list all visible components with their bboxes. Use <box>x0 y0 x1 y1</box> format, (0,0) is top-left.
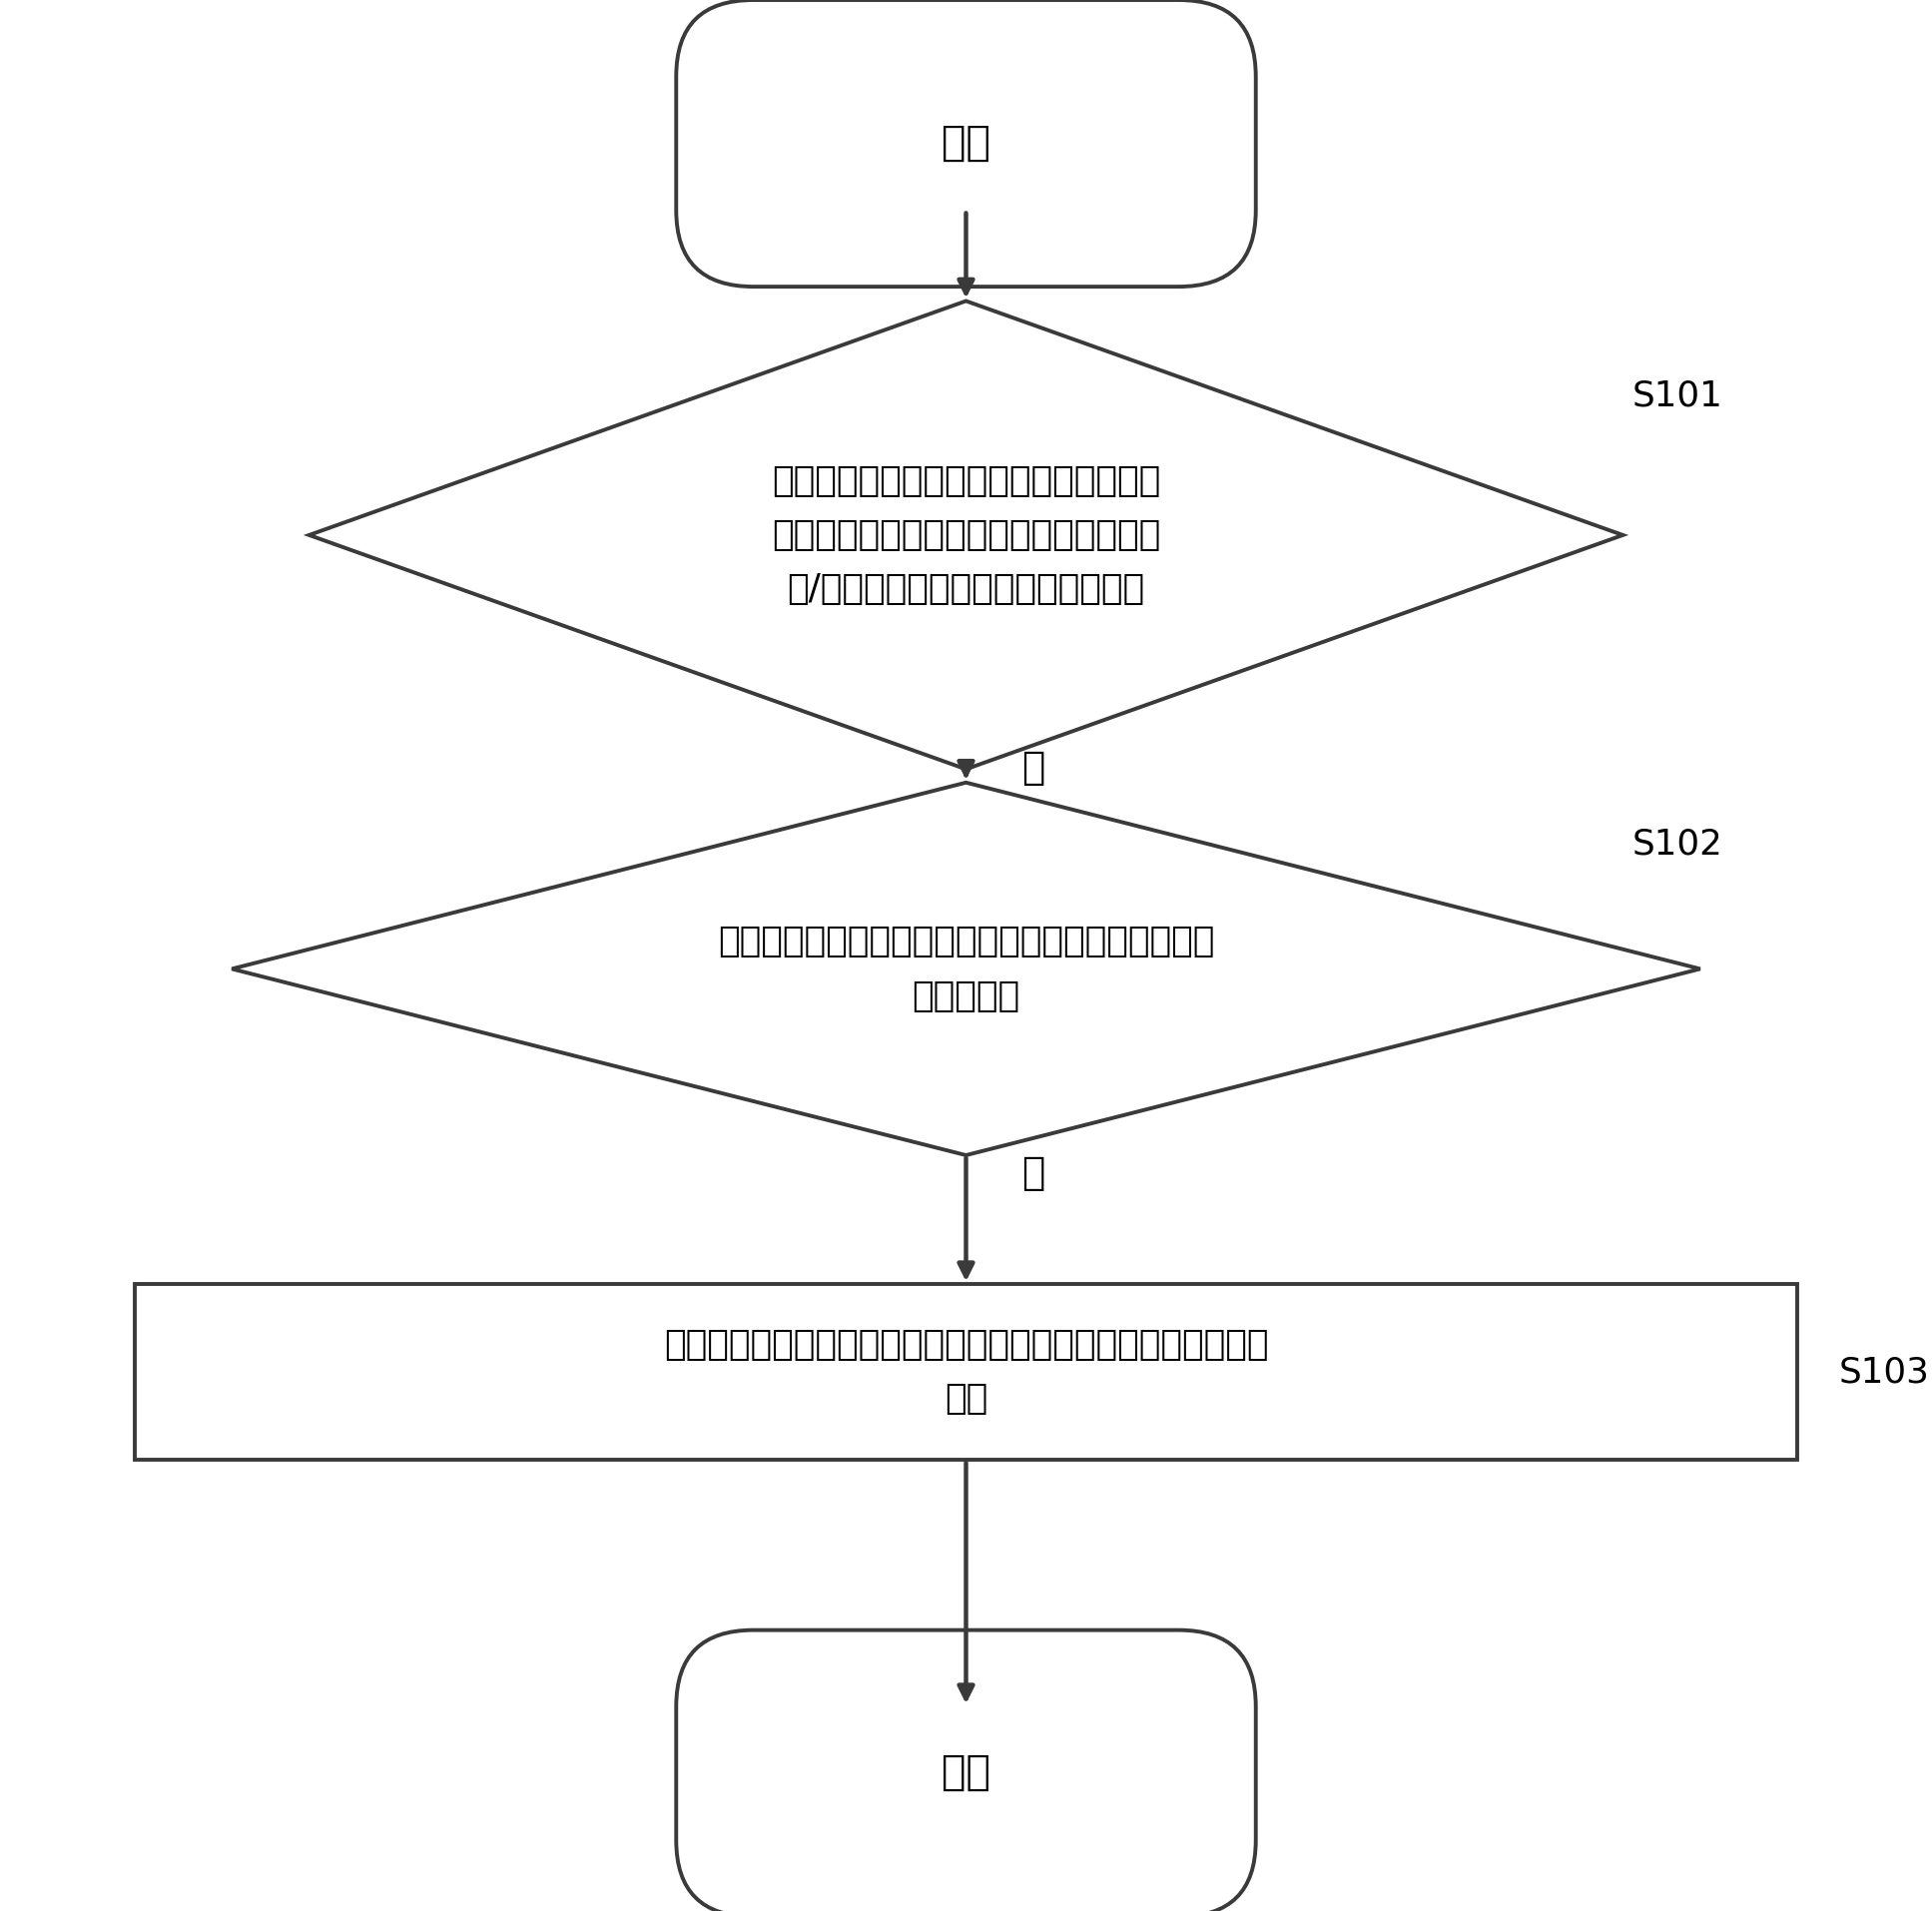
Text: S103: S103 <box>1839 1355 1930 1389</box>
Text: 向所述新能源车辆对应的用户或者所述订阅用户发送空闲充电桩
信息: 向所述新能源车辆对应的用户或者所述订阅用户发送空闲充电桩 信息 <box>665 1328 1267 1416</box>
Text: 判断所述目标停车场或者目标充电站中当前是否存在
空闲充电桩: 判断所述目标停车场或者目标充电站中当前是否存在 空闲充电桩 <box>717 925 1215 1013</box>
Text: S101: S101 <box>1633 378 1723 413</box>
Polygon shape <box>232 782 1700 1154</box>
Text: 结束: 结束 <box>941 1754 991 1793</box>
Text: 开始: 开始 <box>941 124 991 162</box>
Polygon shape <box>309 300 1623 770</box>
Text: 是: 是 <box>1022 1154 1045 1192</box>
Text: 当监测到车辆驶入目标停车场或者目标充
电站时，判断所述车辆是否为新能源车辆
和/或所述车辆的车主是否为订阅用户: 当监测到车辆驶入目标停车场或者目标充 电站时，判断所述车辆是否为新能源车辆 和/… <box>771 464 1161 606</box>
FancyBboxPatch shape <box>676 1630 1256 1911</box>
Text: S102: S102 <box>1633 827 1723 862</box>
Bar <box>135 1284 1797 1460</box>
FancyBboxPatch shape <box>676 0 1256 287</box>
Text: 是: 是 <box>1022 749 1045 787</box>
